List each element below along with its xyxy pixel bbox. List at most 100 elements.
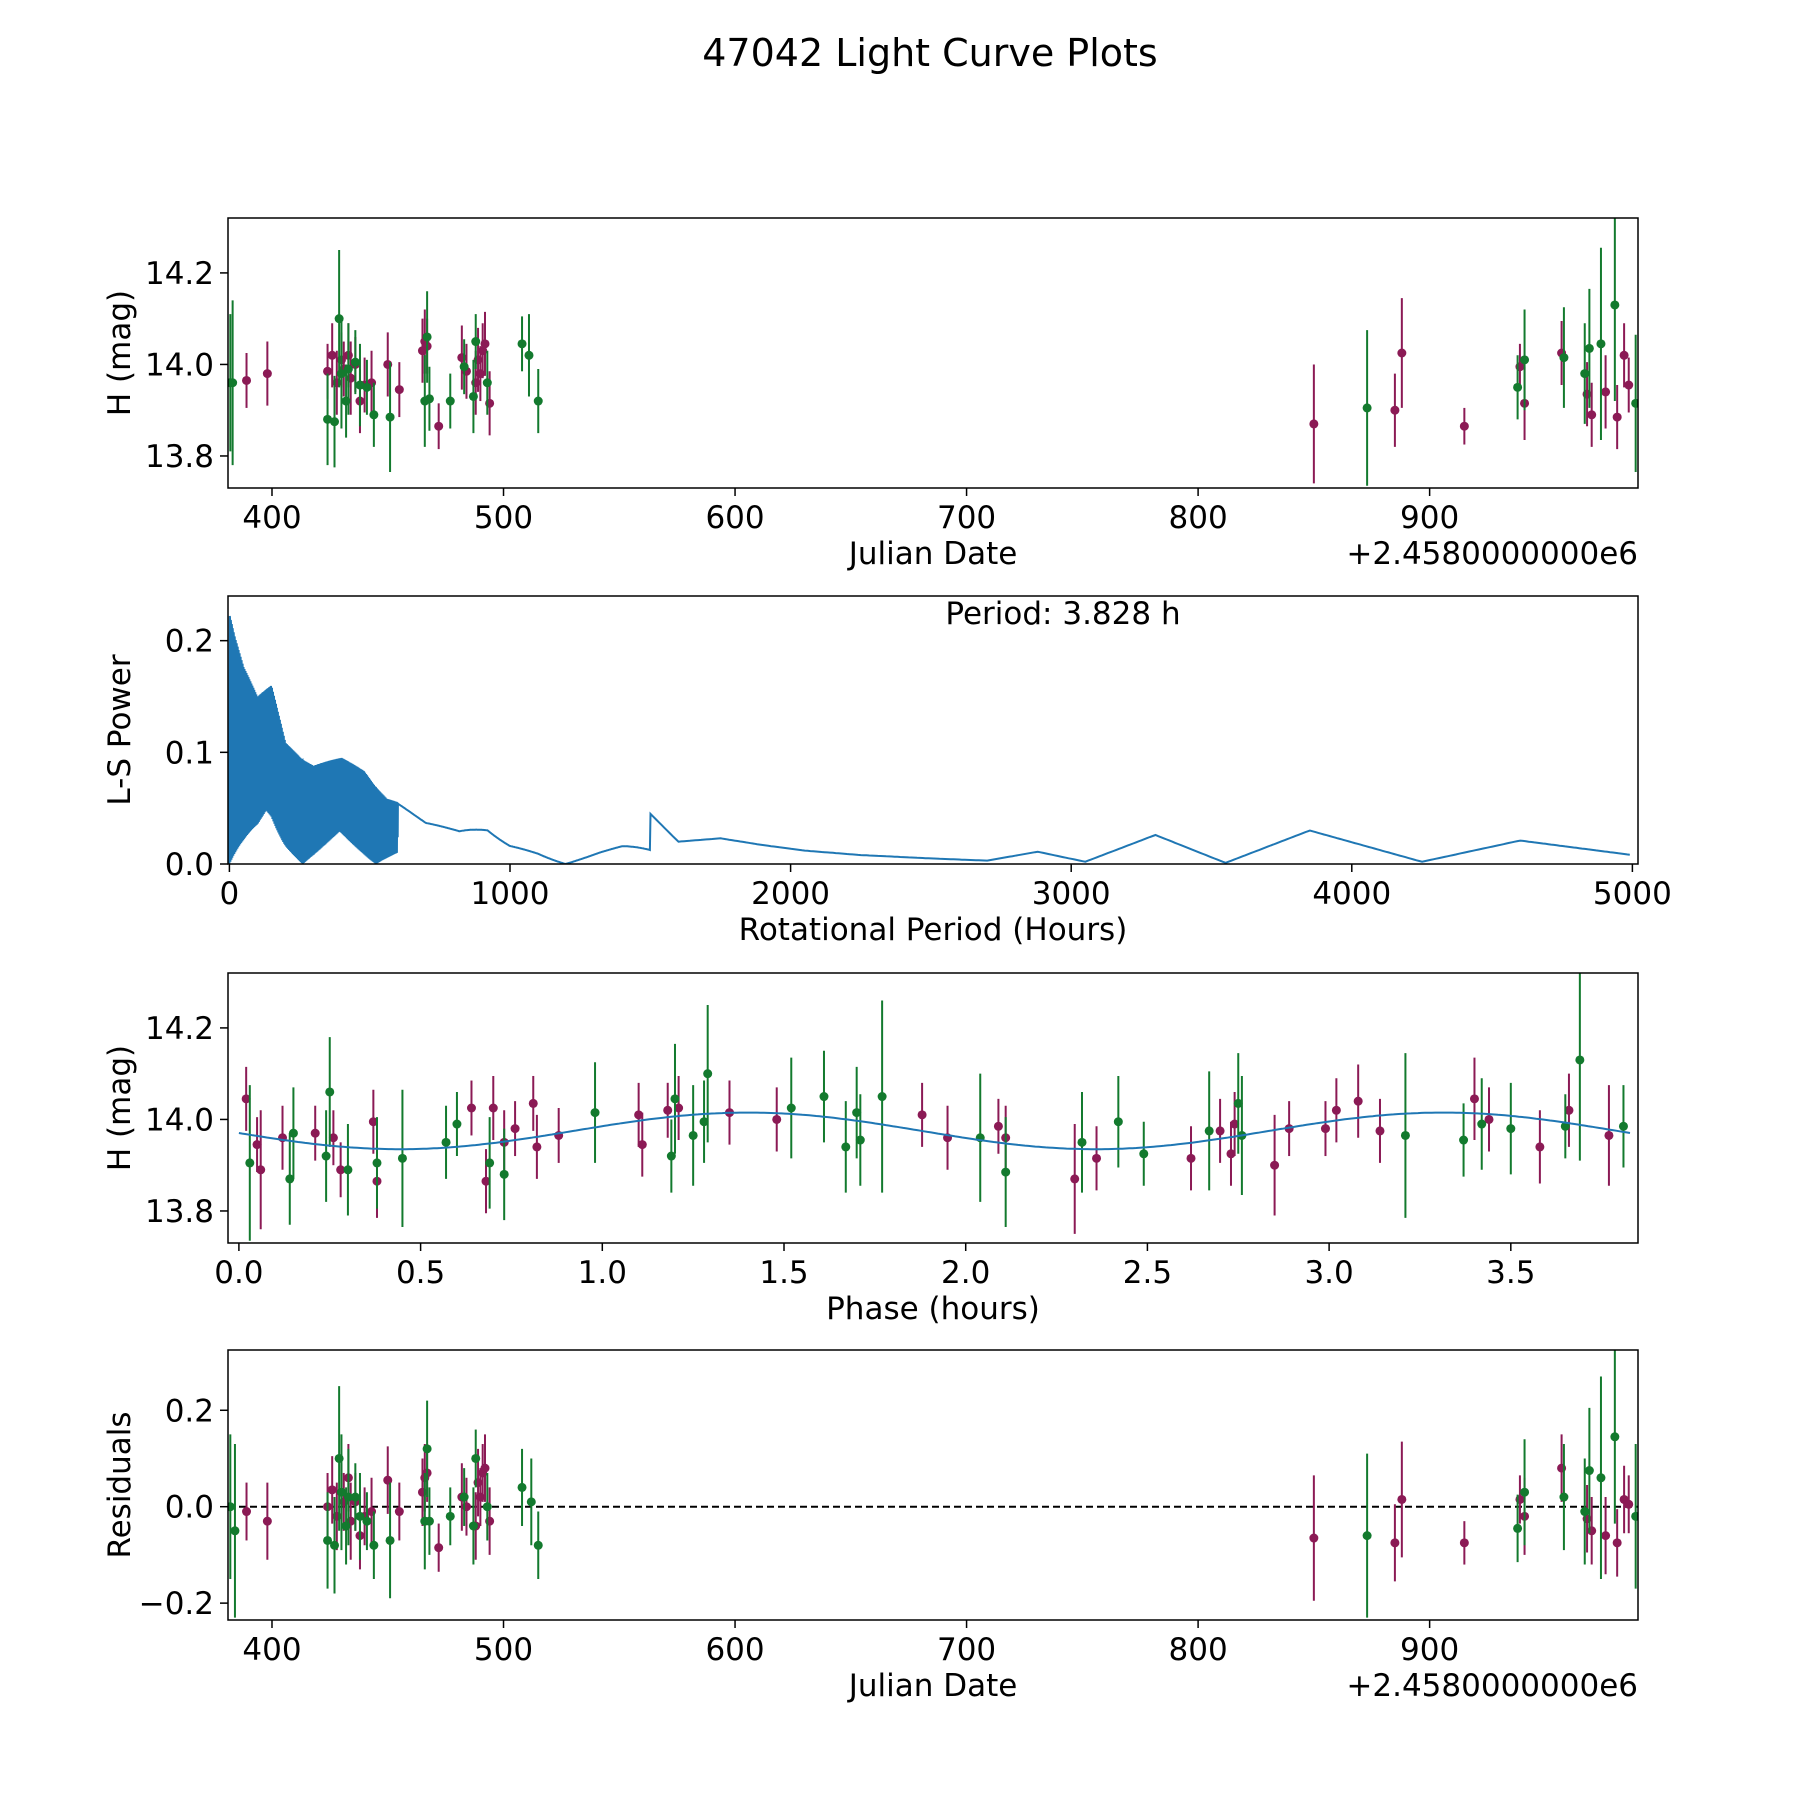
data-point bbox=[1564, 1105, 1574, 1115]
data-point bbox=[445, 1511, 455, 1521]
data-point bbox=[1353, 1096, 1363, 1106]
x-tick-label: 0 bbox=[220, 876, 240, 912]
x-tick-label: 3000 bbox=[1032, 876, 1111, 912]
data-point bbox=[510, 1124, 520, 1134]
x-tick-label: 5000 bbox=[1593, 876, 1672, 912]
x-tick-label: 3.5 bbox=[1486, 1255, 1535, 1291]
data-point bbox=[323, 414, 333, 424]
data-point bbox=[1233, 1098, 1243, 1108]
data-point bbox=[1601, 1531, 1611, 1541]
y-tick-label: 13.8 bbox=[145, 439, 214, 475]
data-point bbox=[517, 339, 527, 349]
y-tick-label: 14.0 bbox=[145, 1102, 214, 1138]
data-point bbox=[482, 378, 492, 388]
x-tick-label: 3.0 bbox=[1304, 1255, 1353, 1291]
figure-title: 47042 Light Curve Plots bbox=[702, 31, 1157, 75]
data-point bbox=[1397, 348, 1407, 358]
data-point bbox=[532, 1142, 542, 1152]
y-tick-label: 0.0 bbox=[165, 847, 214, 883]
data-point bbox=[1520, 355, 1530, 365]
data-point bbox=[1559, 1492, 1569, 1502]
data-point bbox=[1375, 1126, 1385, 1136]
data-point bbox=[422, 332, 432, 342]
data-point bbox=[343, 1492, 353, 1502]
data-point bbox=[670, 1094, 680, 1104]
data-point bbox=[528, 1098, 538, 1108]
x-tick-label: 4000 bbox=[1312, 876, 1391, 912]
y-tick-label: −0.2 bbox=[139, 1586, 214, 1622]
data-point bbox=[336, 369, 346, 379]
data-point bbox=[336, 1165, 346, 1175]
data-point bbox=[452, 1119, 462, 1129]
data-point bbox=[772, 1114, 782, 1124]
data-point bbox=[526, 1497, 536, 1507]
periodogram-line bbox=[228, 615, 1630, 864]
x-tick-label: 500 bbox=[474, 1632, 533, 1668]
x-tick-label: 1.0 bbox=[578, 1255, 627, 1291]
x-tick-label: 900 bbox=[1400, 500, 1459, 536]
x-tick-label: 600 bbox=[705, 500, 764, 536]
data-point bbox=[256, 1165, 266, 1175]
data-point bbox=[674, 1103, 684, 1113]
data-point bbox=[325, 1087, 335, 1097]
data-point bbox=[481, 1176, 491, 1186]
data-point bbox=[1612, 412, 1622, 422]
data-point bbox=[1559, 353, 1569, 363]
data-point bbox=[1575, 1055, 1585, 1065]
x-tick-label: 0.5 bbox=[396, 1255, 445, 1291]
y-tick-label: 0.2 bbox=[165, 1393, 214, 1429]
y-tick-label: 13.8 bbox=[145, 1194, 214, 1230]
data-point bbox=[819, 1092, 829, 1102]
periodogram-plot-area bbox=[228, 615, 1630, 864]
data-point bbox=[1619, 350, 1629, 360]
x-tick-label: 700 bbox=[937, 500, 996, 536]
data-point bbox=[993, 1121, 1003, 1131]
data-point bbox=[343, 364, 353, 374]
data-point bbox=[1506, 1124, 1516, 1134]
data-point bbox=[841, 1142, 851, 1152]
data-point bbox=[488, 1103, 498, 1113]
data-point bbox=[1535, 1142, 1545, 1152]
data-point bbox=[321, 1151, 331, 1161]
data-point bbox=[1587, 410, 1597, 420]
y-axis-label: Residuals bbox=[102, 1411, 138, 1558]
data-point bbox=[245, 1158, 255, 1168]
data-point bbox=[533, 396, 543, 406]
data-point bbox=[699, 1117, 709, 1127]
data-point bbox=[328, 1133, 338, 1143]
data-point bbox=[330, 1540, 340, 1550]
data-point bbox=[485, 1158, 495, 1168]
x-axis-label: Julian Date bbox=[847, 1668, 1018, 1704]
data-point bbox=[1624, 1499, 1634, 1509]
periodogram-panel: Period: 3.828 h 0 1000 2000 3000 4000 5000 0.0… bbox=[102, 595, 1672, 948]
data-point bbox=[327, 1485, 337, 1495]
data-point bbox=[262, 1516, 272, 1526]
x-tick-label: 600 bbox=[705, 1632, 764, 1668]
data-point bbox=[230, 1526, 240, 1536]
data-point bbox=[1001, 1167, 1011, 1177]
x-tick-label: 2.0 bbox=[941, 1255, 990, 1291]
data-point bbox=[480, 1463, 490, 1473]
data-point bbox=[394, 385, 404, 395]
data-point bbox=[1270, 1160, 1280, 1170]
data-point bbox=[1560, 1121, 1570, 1131]
data-point bbox=[228, 1502, 235, 1512]
data-point bbox=[1618, 1121, 1628, 1131]
data-point bbox=[1362, 403, 1372, 413]
data-point bbox=[310, 1128, 320, 1138]
data-point bbox=[1513, 382, 1523, 392]
data-point bbox=[369, 1540, 379, 1550]
data-point bbox=[1513, 1523, 1523, 1533]
data-point bbox=[242, 375, 252, 385]
data-point bbox=[468, 1521, 478, 1531]
data-point bbox=[1204, 1126, 1214, 1136]
data-point bbox=[466, 1103, 476, 1113]
x-tick-label: 800 bbox=[1169, 500, 1228, 536]
data-point bbox=[1139, 1149, 1149, 1159]
data-point bbox=[1584, 343, 1594, 353]
data-point bbox=[434, 1543, 444, 1553]
data-point bbox=[355, 380, 365, 390]
y-tick-label: 14.2 bbox=[145, 1011, 214, 1047]
data-point bbox=[1469, 1094, 1479, 1104]
